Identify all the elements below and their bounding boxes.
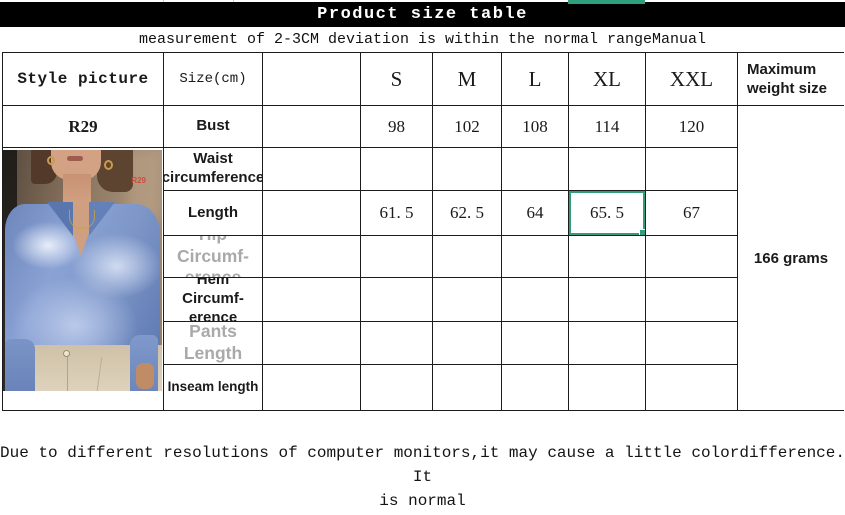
cell-hem-l[interactable] — [502, 278, 569, 322]
cell-waist-xl[interactable] — [569, 148, 646, 191]
pants-seam — [67, 351, 68, 391]
max-weight-value-cell[interactable]: 166 grams — [738, 106, 844, 411]
cell-waist-l[interactable] — [502, 148, 569, 191]
header-empty-cell[interactable] — [263, 53, 361, 106]
cell-pants-l[interactable] — [502, 322, 569, 365]
cell-length-xl-selected[interactable]: 65. 5 — [569, 191, 646, 236]
cell-inseam-xxl[interactable] — [646, 365, 738, 411]
earring-left — [47, 156, 55, 165]
label-hem[interactable]: Hem Circumf- erence — [164, 278, 263, 322]
cell-inseam-l[interactable] — [502, 365, 569, 411]
header-size-cm[interactable]: Size(cm) — [164, 53, 263, 106]
note-line-1: Due to different resolutions of computer… — [0, 444, 845, 486]
empty-cell[interactable] — [263, 278, 361, 322]
cell-hip-m[interactable] — [433, 236, 502, 278]
color-difference-note: Due to different resolutions of computer… — [0, 441, 845, 513]
cell-bust-s[interactable]: 98 — [361, 106, 433, 148]
cell-hem-s[interactable] — [361, 278, 433, 322]
header-size-xl[interactable]: XL — [569, 53, 646, 106]
cell-inseam-xl[interactable] — [569, 365, 646, 411]
header-size-xxl[interactable]: XXL — [646, 53, 738, 106]
note-line-2: is normal — [379, 492, 466, 510]
model-lips — [67, 156, 83, 161]
label-inseam[interactable]: Inseam length — [164, 365, 263, 411]
cell-bust-xl[interactable]: 114 — [569, 106, 646, 148]
size-table: Style picture Size(cm) S M L XL XXL Maxi… — [2, 52, 844, 411]
deviation-note: measurement of 2-3CM deviation is within… — [138, 31, 707, 48]
model-hand — [136, 363, 154, 389]
cell-hem-xxl[interactable] — [646, 278, 738, 322]
product-photo: R29 — [3, 150, 162, 391]
cell-waist-s[interactable] — [361, 148, 433, 191]
cell-bust-m[interactable]: 102 — [433, 106, 502, 148]
grid-tick — [163, 0, 164, 3]
cell-hip-xl[interactable] — [569, 236, 646, 278]
header-style-picture[interactable]: Style picture — [3, 53, 164, 106]
model-hair-right — [97, 150, 133, 192]
grid-tick — [233, 0, 234, 3]
cell-waist-xxl[interactable] — [646, 148, 738, 191]
cell-bust-l[interactable]: 108 — [502, 106, 569, 148]
cell-pants-xl[interactable] — [569, 322, 646, 365]
empty-cell[interactable] — [263, 148, 361, 191]
empty-cell[interactable] — [263, 322, 361, 365]
cell-hip-l[interactable] — [502, 236, 569, 278]
header-size-l[interactable]: L — [502, 53, 569, 106]
cell-pants-xxl[interactable] — [646, 322, 738, 365]
cell-hem-m[interactable] — [433, 278, 502, 322]
cell-inseam-s[interactable] — [361, 365, 433, 411]
empty-cell[interactable] — [263, 236, 361, 278]
header-max-weight[interactable]: Maximum weight size — [738, 53, 844, 106]
header-size-m[interactable]: M — [433, 53, 502, 106]
style-picture-cell[interactable]: R29 — [3, 148, 164, 411]
label-bust[interactable]: Bust — [164, 106, 263, 148]
cell-waist-m[interactable] — [433, 148, 502, 191]
cell-hip-xxl[interactable] — [646, 236, 738, 278]
cell-length-s[interactable]: 61. 5 — [361, 191, 433, 236]
header-size-s[interactable]: S — [361, 53, 433, 106]
photo-watermark: R29 — [131, 176, 146, 185]
cell-hem-xl[interactable] — [569, 278, 646, 322]
cell-length-m[interactable]: 62. 5 — [433, 191, 502, 236]
earring-right — [104, 160, 113, 170]
gold-necklace — [69, 210, 95, 229]
label-waist[interactable]: Waist circumference — [164, 148, 263, 191]
selected-column-indicator — [568, 0, 645, 4]
cell-length-l[interactable]: 64 — [502, 191, 569, 236]
empty-cell[interactable] — [263, 191, 361, 236]
empty-cell[interactable] — [263, 365, 361, 411]
label-hip[interactable]: Hip Circumf- erence — [164, 236, 263, 278]
cell-bust-xxl[interactable]: 120 — [646, 106, 738, 148]
label-length[interactable]: Length — [164, 191, 263, 236]
cell-inseam-m[interactable] — [433, 365, 502, 411]
cell-length-xxl[interactable]: 67 — [646, 191, 738, 236]
empty-cell[interactable] — [263, 106, 361, 148]
selected-cell-value: 65. 5 — [590, 203, 624, 222]
cell-pants-m[interactable] — [433, 322, 502, 365]
cell-pants-s[interactable] — [361, 322, 433, 365]
label-pants-length[interactable]: Pants Length — [164, 322, 263, 365]
title-bar: Product size table — [0, 2, 845, 27]
pants-button — [63, 350, 70, 357]
style-code-cell[interactable]: R29 — [3, 106, 164, 148]
shirt-cuff-left — [5, 339, 35, 391]
selection-fill-handle[interactable] — [639, 229, 645, 235]
cell-hip-s[interactable] — [361, 236, 433, 278]
